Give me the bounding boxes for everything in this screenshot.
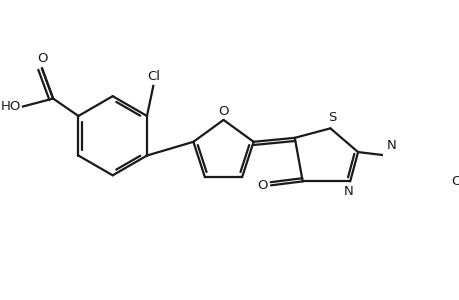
Text: O: O — [218, 104, 228, 118]
Text: S: S — [327, 111, 336, 124]
Text: N: N — [386, 139, 395, 152]
Text: Cl: Cl — [147, 70, 160, 83]
Text: N: N — [343, 184, 353, 197]
Text: O: O — [450, 176, 459, 188]
Text: HO: HO — [0, 100, 21, 113]
Text: O: O — [257, 179, 267, 192]
Text: O: O — [37, 52, 47, 65]
